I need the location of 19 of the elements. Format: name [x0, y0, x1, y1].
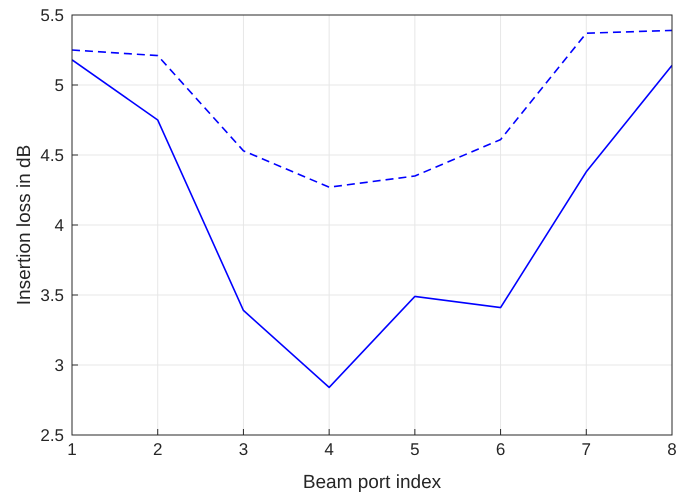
x-tick-label: 3 [238, 440, 248, 459]
y-tick-label: 5.5 [40, 6, 64, 25]
y-tick-label: 3.5 [40, 286, 64, 305]
line-series [71, 59, 673, 388]
line-series [71, 30, 673, 188]
y-tick-label: 5 [54, 76, 64, 95]
x-tick-label: 5 [410, 440, 420, 459]
y-tick-label: 2.5 [40, 426, 64, 445]
x-tick-label: 2 [152, 440, 162, 459]
x-axis-title: Beam port index [302, 472, 442, 493]
y-tick-label: 4 [54, 216, 64, 235]
x-tick-label: 4 [324, 440, 334, 459]
y-tick-label: 3 [54, 356, 64, 375]
x-tick-label: 8 [667, 440, 677, 459]
y-axis-title: Insertion loss in dB [14, 144, 35, 306]
x-tick-label: 6 [496, 440, 506, 459]
x-tick-label: 1 [67, 440, 77, 459]
x-tick-label: 7 [582, 440, 592, 459]
y-tick-label: 4.5 [40, 146, 64, 165]
